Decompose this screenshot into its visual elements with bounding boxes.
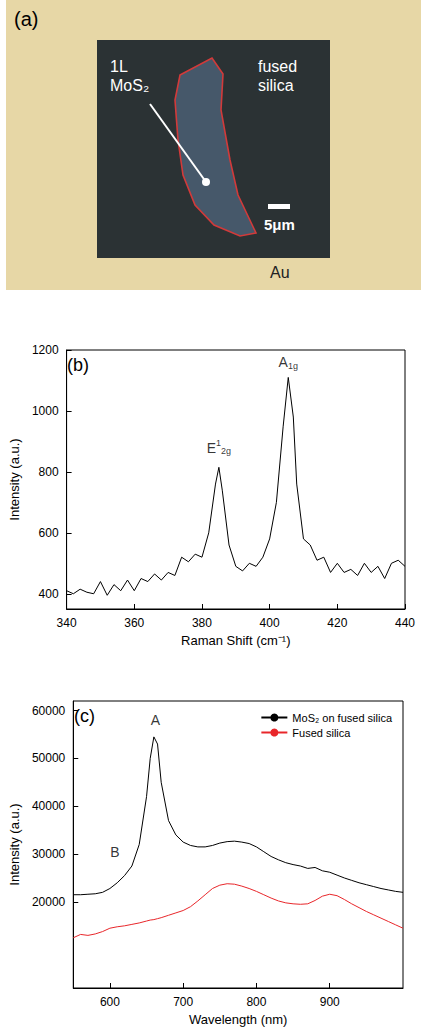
- svg-text:Au: Au: [270, 264, 290, 281]
- svg-text:440: 440: [395, 616, 415, 630]
- svg-text:1g: 1g: [288, 361, 298, 371]
- svg-text:400: 400: [39, 587, 59, 601]
- svg-text:Raman Shift (cm⁻¹): Raman Shift (cm⁻¹): [181, 633, 290, 648]
- svg-text:silica: silica: [258, 77, 294, 94]
- svg-text:(c): (c): [74, 706, 95, 726]
- svg-text:Fused silica: Fused silica: [292, 727, 351, 739]
- svg-text:800: 800: [246, 995, 266, 1009]
- svg-text:2g: 2g: [221, 446, 231, 456]
- svg-text:380: 380: [192, 616, 212, 630]
- svg-text:B: B: [110, 844, 119, 860]
- svg-text:340: 340: [57, 616, 77, 630]
- svg-text:60000: 60000: [32, 704, 66, 718]
- svg-text:MoS₂ on fused silica: MoS₂ on fused silica: [292, 712, 393, 724]
- svg-text:30000: 30000: [32, 847, 66, 861]
- svg-text:(a): (a): [14, 8, 38, 30]
- svg-text:360: 360: [124, 616, 144, 630]
- svg-text:700: 700: [173, 995, 193, 1009]
- svg-text:50000: 50000: [32, 751, 66, 765]
- svg-text:MoS₂: MoS₂: [110, 77, 149, 94]
- svg-text:Wavelength (nm): Wavelength (nm): [189, 1012, 287, 1027]
- svg-text:Intensity (a.u.): Intensity (a.u.): [7, 438, 22, 520]
- svg-text:5μm: 5μm: [264, 216, 295, 233]
- svg-text:1000: 1000: [32, 404, 59, 418]
- svg-text:900: 900: [320, 995, 340, 1009]
- svg-text:A: A: [151, 712, 161, 728]
- svg-text:600: 600: [100, 995, 120, 1009]
- svg-text:A: A: [278, 354, 288, 371]
- svg-text:420: 420: [327, 616, 347, 630]
- svg-text:20000: 20000: [32, 895, 66, 909]
- svg-text:1200: 1200: [32, 343, 59, 357]
- svg-text:(b): (b): [67, 355, 89, 375]
- svg-text:Intensity (a.u.): Intensity (a.u.): [7, 803, 22, 885]
- svg-text:40000: 40000: [32, 799, 66, 813]
- svg-text:fused: fused: [258, 58, 297, 75]
- svg-text:1L: 1L: [110, 58, 128, 75]
- svg-text:800: 800: [39, 465, 59, 479]
- svg-text:600: 600: [39, 526, 59, 540]
- svg-text:400: 400: [260, 616, 280, 630]
- svg-text:E: E: [207, 440, 216, 456]
- svg-text:1: 1: [216, 438, 221, 448]
